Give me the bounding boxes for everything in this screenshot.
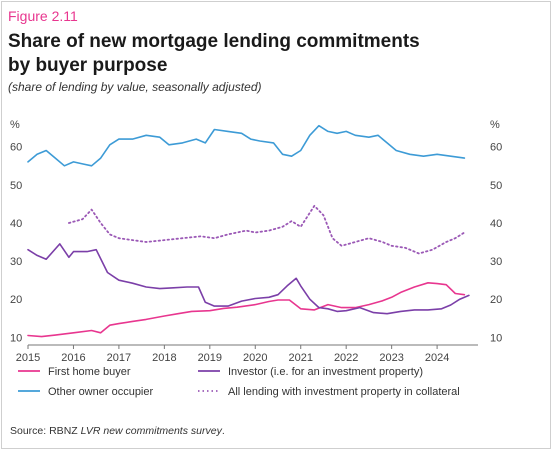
y-tick-label-right: 20 [490,294,502,306]
chart-title: Share of new mortgage lending commitment… [8,31,420,76]
x-tick-label: 2020 [243,352,267,364]
y-unit-left: % [10,119,20,131]
y-tick-label-right: 40 [490,218,502,230]
x-tick-label: 2024 [425,352,449,364]
figure-label: Figure 2.11 [8,8,78,24]
chart-subtitle: (share of lending by value, seasonally a… [8,80,262,94]
legend-label-3: All lending with investment property in … [228,386,460,398]
legend-label-2: Other owner occupier [48,386,153,398]
y-tick-label-left: 50 [10,180,22,192]
x-tick-label: 2017 [107,352,131,364]
y-tick-label-right: 10 [490,332,502,344]
x-tick-label: 2019 [198,352,222,364]
x-tick-label: 2016 [61,352,85,364]
x-tick-label: 2021 [288,352,312,364]
y-tick-label-right: 30 [490,256,502,268]
chart-axes: 2015 2016 2017 2018 2019 2020 2021 2022 2023 2024… [10,119,502,364]
y-tick-label-left: 30 [10,256,22,268]
legend-label-0: First home buyer [48,366,131,378]
source-prefix: Source: RBNZ [10,425,81,437]
series-line-2 [27,124,466,167]
legend-label-1: Investor (i.e. for an investment propert… [228,366,423,378]
y-tick-label-right: 50 [490,180,502,192]
y-unit-right: % [490,119,500,131]
chart-legend: First home buyer Investor (i.e. for an in… [18,366,460,398]
x-tick-label: 2015 [16,352,40,364]
x-tick-label: 2022 [334,352,358,364]
source-suffix: . [221,425,225,437]
y-tick-label-left: 10 [10,332,22,344]
series-line-0 [27,281,466,338]
series-line-1 [27,243,470,315]
source-survey: LVR new commitments survey [80,425,222,437]
x-tick-label: 2023 [379,352,403,364]
y-tick-label-left: 60 [10,142,22,154]
y-tick-label-left: 40 [10,218,22,230]
x-tick-label: 2018 [152,352,176,364]
series-line-3 [68,204,466,255]
chart-series-lines [27,124,470,338]
y-tick-label-left: 20 [10,294,22,306]
y-tick-label-right: 60 [490,142,502,154]
source-note: Source: RBNZ LVR new commitments survey. [10,425,225,437]
